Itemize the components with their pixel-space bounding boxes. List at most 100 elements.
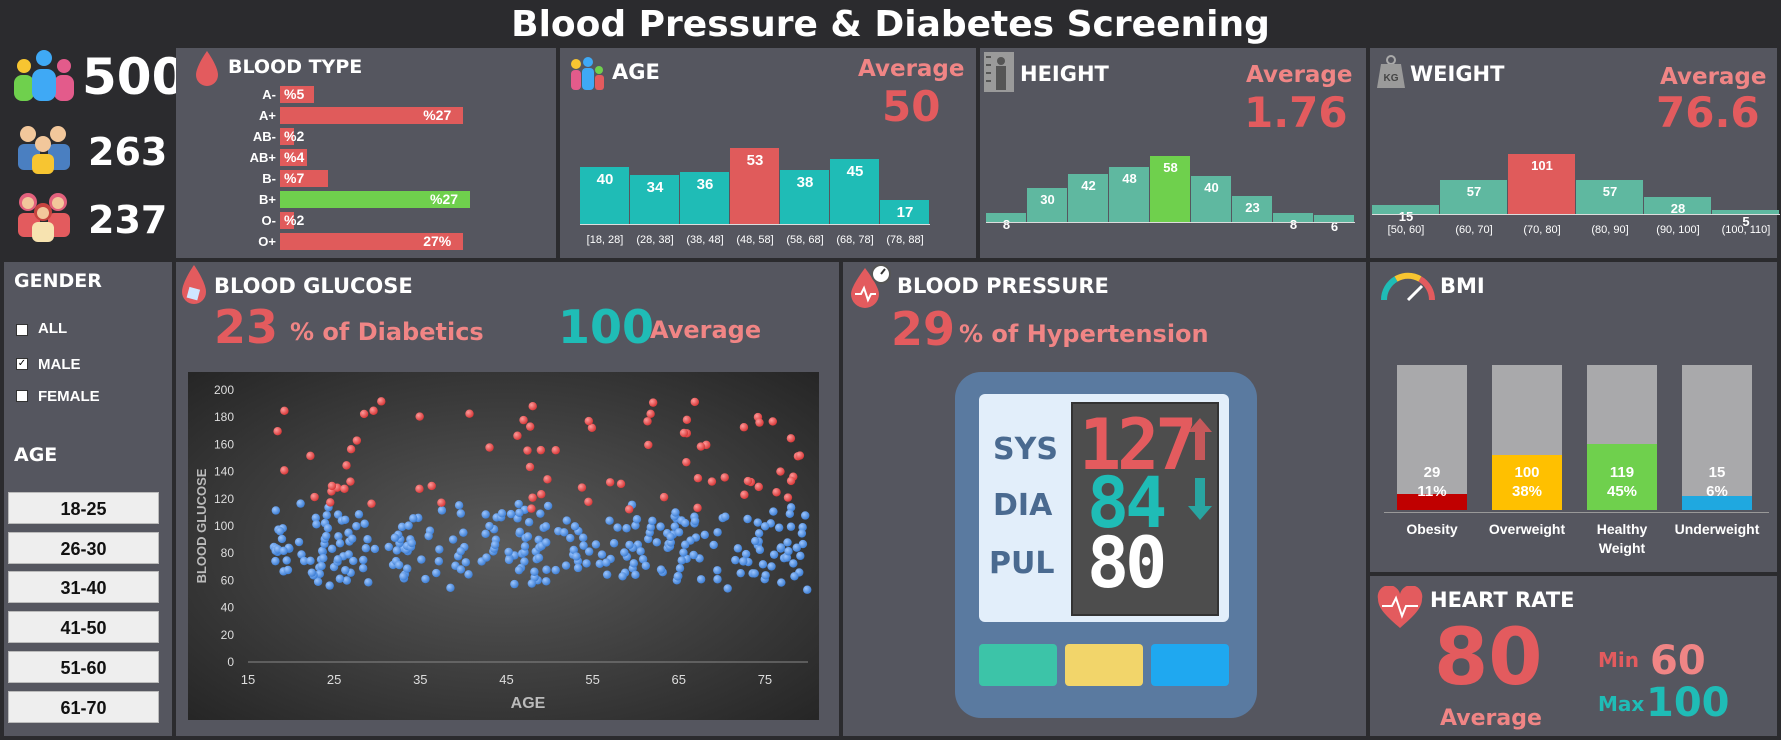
histogram-bar bbox=[830, 159, 879, 224]
histogram-bar-label: 34 bbox=[646, 179, 664, 197]
scatter-point-normal bbox=[506, 509, 516, 519]
age-filter-26-30[interactable]: 26-30 bbox=[8, 532, 159, 564]
scatter-point-normal bbox=[390, 533, 400, 542]
scatter-point-normal bbox=[786, 503, 796, 512]
y-tick-label: 80 bbox=[221, 546, 235, 560]
scatter-point-normal bbox=[403, 564, 412, 573]
histogram-bar bbox=[780, 169, 829, 224]
scatter-point-diabetic bbox=[605, 478, 615, 487]
blood-glucose-panel: BLOOD GLUCOSE 23 % of Diabetics 100 Aver… bbox=[176, 262, 839, 736]
age-filter-41-50[interactable]: 41-50 bbox=[8, 611, 159, 643]
scatter-point-normal bbox=[341, 565, 350, 575]
bmi-bar-count: 29 bbox=[1423, 464, 1441, 481]
histogram-bar bbox=[580, 166, 629, 224]
gender-title: GENDER bbox=[14, 270, 102, 292]
y-tick-label: 200 bbox=[214, 383, 234, 397]
gender-all-checkbox[interactable] bbox=[16, 324, 28, 336]
histogram-bar-label: 40 bbox=[596, 170, 614, 188]
scatter-point-normal bbox=[690, 516, 700, 526]
scatter-point-diabetic bbox=[359, 409, 369, 419]
histogram-bar bbox=[880, 199, 929, 224]
y-axis-title: BLOOD GLUCOSE bbox=[194, 468, 209, 583]
gender-all-label[interactable]: ALL bbox=[38, 320, 68, 337]
age-filter-51-60[interactable]: 51-60 bbox=[8, 651, 159, 683]
scatter-point-normal bbox=[597, 550, 607, 559]
scatter-point-diabetic bbox=[643, 417, 652, 426]
scatter-point-diabetic bbox=[646, 409, 655, 419]
filters-panel: GENDER ALL ✓ MALE FEMALE AGE 18-25 26-30… bbox=[4, 262, 172, 736]
histogram-bar-label: 30 bbox=[1040, 191, 1055, 207]
age-filter-18-25[interactable]: 18-25 bbox=[8, 492, 159, 524]
heart-rate-min-value: 60 bbox=[1650, 638, 1706, 684]
bp-button-blue[interactable] bbox=[1151, 644, 1229, 686]
scatter-point-diabetic bbox=[437, 498, 446, 507]
histogram-bar bbox=[1440, 180, 1507, 214]
scatter-point-diabetic bbox=[465, 409, 474, 418]
heart-rate-max-value: 100 bbox=[1646, 680, 1730, 726]
scatter-point-normal bbox=[622, 524, 631, 533]
blood-pressure-icon bbox=[851, 264, 891, 308]
y-tick-label: 120 bbox=[214, 492, 234, 506]
scatter-point-normal bbox=[282, 556, 291, 565]
scatter-point-normal bbox=[456, 509, 466, 518]
hypertension-label: % of Hypertension bbox=[959, 320, 1209, 348]
male-icon bbox=[18, 126, 70, 174]
pul-value: 80 bbox=[1087, 522, 1167, 604]
up-arrow-icon bbox=[1188, 418, 1212, 460]
scatter-point-normal bbox=[515, 527, 524, 537]
scatter-point-normal bbox=[370, 544, 380, 554]
x-tick-label: 25 bbox=[327, 672, 341, 687]
scatter-point-normal bbox=[750, 569, 759, 578]
age-filter-31-40[interactable]: 31-40 bbox=[8, 571, 159, 603]
scatter-point-normal bbox=[277, 534, 287, 544]
blood-type-label: AB- bbox=[252, 129, 276, 144]
scatter-point-normal bbox=[569, 545, 578, 555]
scatter-point-normal bbox=[638, 555, 648, 564]
bp-button-green[interactable] bbox=[979, 644, 1057, 686]
age-filter-61-70[interactable]: 61-70 bbox=[8, 691, 159, 723]
y-tick-label: 100 bbox=[214, 519, 234, 533]
scatter-point-normal bbox=[456, 546, 465, 556]
scatter-point-normal bbox=[542, 565, 551, 574]
scatter-point-diabetic bbox=[528, 402, 537, 411]
scatter-point-diabetic bbox=[485, 443, 494, 452]
scatter-point-normal bbox=[530, 567, 539, 576]
gender-female-label[interactable]: FEMALE bbox=[38, 388, 100, 405]
scatter-point-normal bbox=[534, 553, 544, 562]
bmi-bar-percent: 38% bbox=[1511, 483, 1543, 500]
family-icon bbox=[571, 57, 604, 90]
scatter-point-diabetic bbox=[755, 418, 764, 427]
gender-female-checkbox[interactable] bbox=[16, 390, 28, 402]
scatter-point-normal bbox=[591, 540, 601, 549]
x-axis-title: AGE bbox=[511, 695, 546, 712]
bmi-bar-fill bbox=[1397, 494, 1467, 510]
histogram-x-label: [18, 28] bbox=[586, 234, 624, 246]
scatter-point-normal bbox=[713, 575, 722, 584]
scatter-point-normal bbox=[341, 515, 350, 524]
bp-button-yellow[interactable] bbox=[1065, 644, 1143, 686]
scatter-point-normal bbox=[769, 507, 778, 516]
scatter-point-normal bbox=[782, 553, 792, 562]
scatter-point-diabetic bbox=[783, 493, 793, 502]
scatter-point-normal bbox=[582, 559, 591, 568]
scatter-point-normal bbox=[315, 569, 325, 579]
scatter-point-diabetic bbox=[739, 423, 749, 432]
histogram-x-label: (60, 70] bbox=[1455, 224, 1493, 236]
scatter-point-normal bbox=[482, 553, 491, 562]
scatter-point-normal bbox=[656, 565, 666, 574]
scatter-point-normal bbox=[644, 534, 653, 544]
age-title: AGE bbox=[612, 60, 660, 84]
scatter-point-diabetic bbox=[537, 490, 546, 499]
histogram-axis bbox=[1372, 214, 1780, 215]
scatter-point-normal bbox=[417, 555, 426, 564]
histogram-bar-label: 15 bbox=[1398, 209, 1414, 225]
scatter-point-diabetic bbox=[577, 483, 587, 492]
scatter-point-normal bbox=[785, 509, 795, 519]
histogram-bar bbox=[680, 172, 729, 224]
gender-male-label[interactable]: MALE bbox=[38, 356, 81, 373]
gender-male-checkbox[interactable]: ✓ bbox=[16, 358, 28, 370]
scatter-point-normal bbox=[299, 556, 309, 566]
histogram-bar-label: 5 bbox=[1742, 214, 1750, 229]
scatter-point-normal bbox=[399, 572, 408, 581]
scatter-point-diabetic bbox=[367, 499, 376, 508]
